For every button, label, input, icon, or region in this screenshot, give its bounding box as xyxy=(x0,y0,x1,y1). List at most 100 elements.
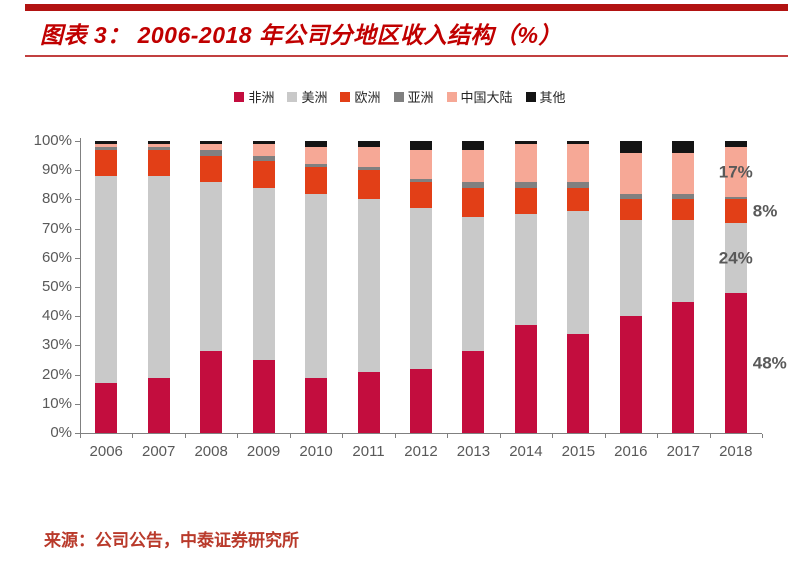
bar-2008-americas xyxy=(200,181,223,352)
legend-swatch-americas xyxy=(287,92,298,102)
x-label-2016: 2016 xyxy=(614,443,648,460)
x-axis-tick-7 xyxy=(447,434,449,438)
annotation-8pct: 8% xyxy=(752,201,778,221)
bar-2008-europe xyxy=(200,155,223,182)
y-tick-20 xyxy=(75,374,80,376)
bar-2015-europe xyxy=(567,187,590,212)
bar-2006-europe xyxy=(95,149,118,177)
legend-swatch-other xyxy=(525,92,536,102)
bar-2017-africa xyxy=(672,301,695,433)
x-axis-tick-5 xyxy=(342,434,344,438)
bar-2017-americas xyxy=(672,219,695,302)
x-label-2017: 2017 xyxy=(666,443,700,460)
bar-2015 xyxy=(567,141,590,433)
bar-2008-china xyxy=(200,143,223,150)
y-tick-60 xyxy=(75,257,80,259)
bar-2009-europe xyxy=(252,161,275,188)
x-axis-tick-0 xyxy=(80,434,81,438)
x-label-2012: 2012 xyxy=(404,443,438,460)
bar-2016 xyxy=(619,141,642,433)
bar-2015-africa xyxy=(567,333,590,433)
bar-2006-china xyxy=(95,143,118,147)
x-axis xyxy=(76,433,762,434)
annotation-17pct: 17% xyxy=(718,162,753,182)
legend-item-americas: 美洲 xyxy=(287,91,327,104)
y-tick-50 xyxy=(75,287,80,288)
bar-2017 xyxy=(672,141,695,433)
legend-label-africa: 非洲 xyxy=(248,89,275,105)
bar-2012-china xyxy=(410,149,432,179)
bar-2011-other xyxy=(357,141,380,147)
top-rule xyxy=(25,4,788,11)
x-label-2018: 2018 xyxy=(719,443,753,460)
y-tick-label-100: 100% xyxy=(33,132,72,149)
legend-item-europe: 欧洲 xyxy=(340,91,381,104)
bar-2018-asia xyxy=(724,196,747,200)
y-tick-100 xyxy=(75,141,80,142)
bar-2009-americas xyxy=(252,187,275,360)
bar-2017-china xyxy=(672,152,695,194)
bar-2015-china xyxy=(567,143,590,182)
bar-2016-china xyxy=(619,152,642,194)
legend-swatch-africa xyxy=(234,92,245,102)
y-tick-80 xyxy=(75,199,80,201)
bar-2018-china xyxy=(724,146,747,197)
legend-label-china: 中国大陆 xyxy=(460,89,513,105)
bar-2008 xyxy=(200,141,223,433)
bar-2010-europe xyxy=(305,167,328,194)
bar-2014-china xyxy=(514,143,537,182)
x-label-2014: 2014 xyxy=(509,443,543,460)
x-axis-tick-10 xyxy=(604,434,606,438)
bar-2016-africa xyxy=(619,316,642,433)
y-tick-10 xyxy=(75,403,80,405)
x-axis-tick-12 xyxy=(709,434,711,438)
y-tick-label-50: 50% xyxy=(41,278,72,295)
bar-2013 xyxy=(462,141,485,433)
bar-2018-americas xyxy=(724,222,747,293)
bar-2011-europe xyxy=(357,170,380,200)
bar-2006-asia xyxy=(95,146,118,150)
figure-title: 图表 3： 2006-2018 年公司分地区收入结构（%） xyxy=(40,22,562,48)
legend-swatch-asia xyxy=(393,92,404,102)
bar-2018 xyxy=(724,141,747,433)
bar-2007-europe xyxy=(147,149,170,177)
bar-2017-europe xyxy=(672,199,695,220)
bar-2010-asia xyxy=(305,164,328,168)
x-axis-tick-3 xyxy=(237,434,239,438)
legend-item-asia: 亚洲 xyxy=(393,91,434,104)
bar-2017-other xyxy=(672,141,695,153)
bar-2016-other xyxy=(619,141,642,153)
bar-2009-asia xyxy=(252,155,275,162)
bar-2009-other xyxy=(252,141,275,144)
y-tick-label-70: 70% xyxy=(41,219,72,237)
y-tick-40 xyxy=(75,316,80,318)
bar-2006-other xyxy=(95,141,118,144)
y-tick-label-60: 60% xyxy=(41,248,72,266)
legend-label-other: 其他 xyxy=(539,89,566,105)
bar-2016-asia xyxy=(619,193,642,200)
bar-2014 xyxy=(514,141,537,433)
bar-2010-africa xyxy=(305,377,328,433)
bar-2012-other xyxy=(410,141,432,150)
y-tick-label-40: 40% xyxy=(41,307,72,325)
bar-2013-americas xyxy=(462,216,485,352)
x-label-2015: 2015 xyxy=(561,443,596,460)
bar-2006 xyxy=(95,141,118,433)
bar-2014-other xyxy=(514,141,537,144)
bar-2011 xyxy=(357,141,380,433)
bar-2015-americas xyxy=(567,211,590,334)
bar-2015-other xyxy=(567,141,590,144)
y-tick-label-0: 0% xyxy=(50,424,72,441)
y-tick-70 xyxy=(75,228,80,230)
bar-2012 xyxy=(410,141,432,433)
y-tick-label-30: 30% xyxy=(41,336,72,354)
bar-2016-europe xyxy=(619,199,642,220)
bar-2014-africa xyxy=(514,324,537,433)
bar-2011-americas xyxy=(357,199,380,372)
title-underline xyxy=(25,55,788,57)
bar-2014-asia xyxy=(514,181,537,188)
x-axis-tick-11 xyxy=(657,434,659,438)
y-tick-label-90: 90% xyxy=(41,161,72,179)
x-axis-tick-8 xyxy=(499,434,501,438)
